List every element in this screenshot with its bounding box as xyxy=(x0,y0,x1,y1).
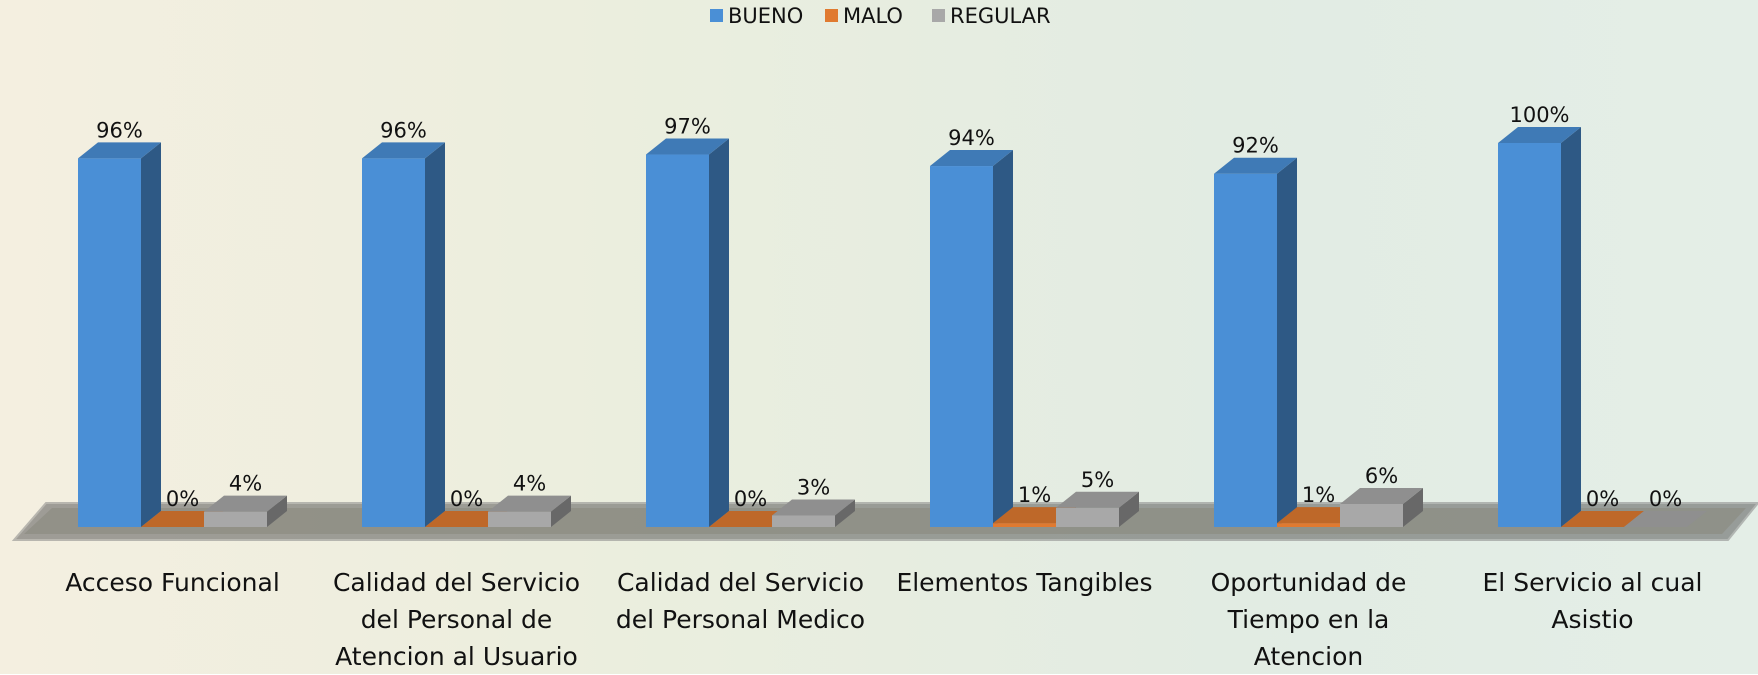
bar-front xyxy=(772,515,835,527)
bar-side xyxy=(141,142,161,528)
bar-front xyxy=(993,523,1056,527)
value-label: 5% xyxy=(1081,468,1114,492)
value-label: 0% xyxy=(450,487,483,511)
bar-front xyxy=(78,158,141,528)
value-label: 0% xyxy=(734,487,767,511)
bar-front xyxy=(1498,143,1561,527)
bar-top xyxy=(1561,511,1644,527)
bar xyxy=(204,495,287,527)
bar-top xyxy=(1056,491,1139,508)
value-label: 0% xyxy=(1586,487,1619,511)
bar xyxy=(772,499,855,527)
bar-side xyxy=(551,495,571,527)
value-label: 4% xyxy=(513,472,546,496)
bar-top xyxy=(488,495,571,512)
bar-side xyxy=(993,150,1013,528)
value-label: 0% xyxy=(1649,487,1682,511)
bar-front xyxy=(204,511,267,527)
bar-top xyxy=(1340,487,1423,504)
bar-side xyxy=(1403,487,1423,527)
bar-top xyxy=(1214,157,1297,174)
bar xyxy=(1056,491,1139,527)
bar xyxy=(78,142,161,528)
bar xyxy=(709,511,792,527)
x-tick-label: El Servicio al cual Asistio xyxy=(1482,568,1703,634)
value-label: 94% xyxy=(948,126,995,150)
bar xyxy=(1624,511,1707,527)
bar-front xyxy=(1056,507,1119,527)
bar-top xyxy=(1277,507,1360,524)
bar xyxy=(646,138,729,527)
bar-top xyxy=(772,499,855,516)
bar xyxy=(1561,511,1644,527)
bar-side xyxy=(1119,491,1139,527)
bar-top xyxy=(362,142,445,159)
legend-label: REGULAR xyxy=(950,4,1051,28)
bar-side xyxy=(425,142,445,528)
legend-label: MALO xyxy=(843,4,903,28)
bar-top xyxy=(78,142,161,159)
x-tick-label: Oportunidad de Tiempo en la Atencion xyxy=(1210,568,1407,671)
bar-top xyxy=(709,511,792,527)
value-label: 96% xyxy=(380,118,427,142)
bar-side xyxy=(1277,157,1297,527)
legend-swatch xyxy=(710,9,723,22)
bar-top xyxy=(993,507,1076,524)
bar xyxy=(488,495,571,527)
bar-top xyxy=(1498,127,1581,143)
bar-side xyxy=(835,499,855,527)
bar-front xyxy=(930,166,993,528)
value-label: 92% xyxy=(1232,134,1279,158)
x-tick-label: Calidad del Servicio del Personal de Ate… xyxy=(332,568,581,671)
bar xyxy=(1498,127,1581,527)
bar-side xyxy=(267,495,287,527)
value-label: 96% xyxy=(96,118,143,142)
bar-front xyxy=(1214,173,1277,527)
value-label: 97% xyxy=(664,115,711,139)
bar xyxy=(1340,487,1423,527)
bar xyxy=(141,511,224,527)
bar xyxy=(362,142,445,528)
legend-swatch xyxy=(825,9,838,22)
x-tick-label: Calidad del Servicio del Personal Medico xyxy=(615,568,866,634)
bar-front xyxy=(1340,503,1403,527)
value-label: 6% xyxy=(1365,464,1398,488)
legend-label: BUENO xyxy=(728,4,803,28)
bar-side xyxy=(709,138,729,527)
bar xyxy=(425,511,508,527)
bar-front xyxy=(488,511,551,527)
value-label: 0% xyxy=(166,487,199,511)
bar xyxy=(1214,157,1297,527)
legend-swatch xyxy=(932,9,945,22)
bar-top xyxy=(1624,511,1707,527)
bar-top xyxy=(930,150,1013,167)
bar xyxy=(930,150,1013,528)
bar-side xyxy=(1561,127,1581,527)
bar-top xyxy=(646,138,729,155)
value-label: 1% xyxy=(1302,483,1335,507)
value-label: 3% xyxy=(797,475,830,499)
value-label: 100% xyxy=(1509,103,1569,127)
bar-top xyxy=(141,511,224,527)
bar-top xyxy=(204,495,287,512)
x-tick-label: Acceso Funcional xyxy=(65,568,280,597)
bar-front xyxy=(646,154,709,527)
value-label: 4% xyxy=(229,472,262,496)
bar-front xyxy=(1277,523,1340,527)
x-tick-label: Elementos Tangibles xyxy=(896,568,1153,597)
value-label: 1% xyxy=(1018,483,1051,507)
bar-top xyxy=(425,511,508,527)
bar-front xyxy=(362,158,425,528)
